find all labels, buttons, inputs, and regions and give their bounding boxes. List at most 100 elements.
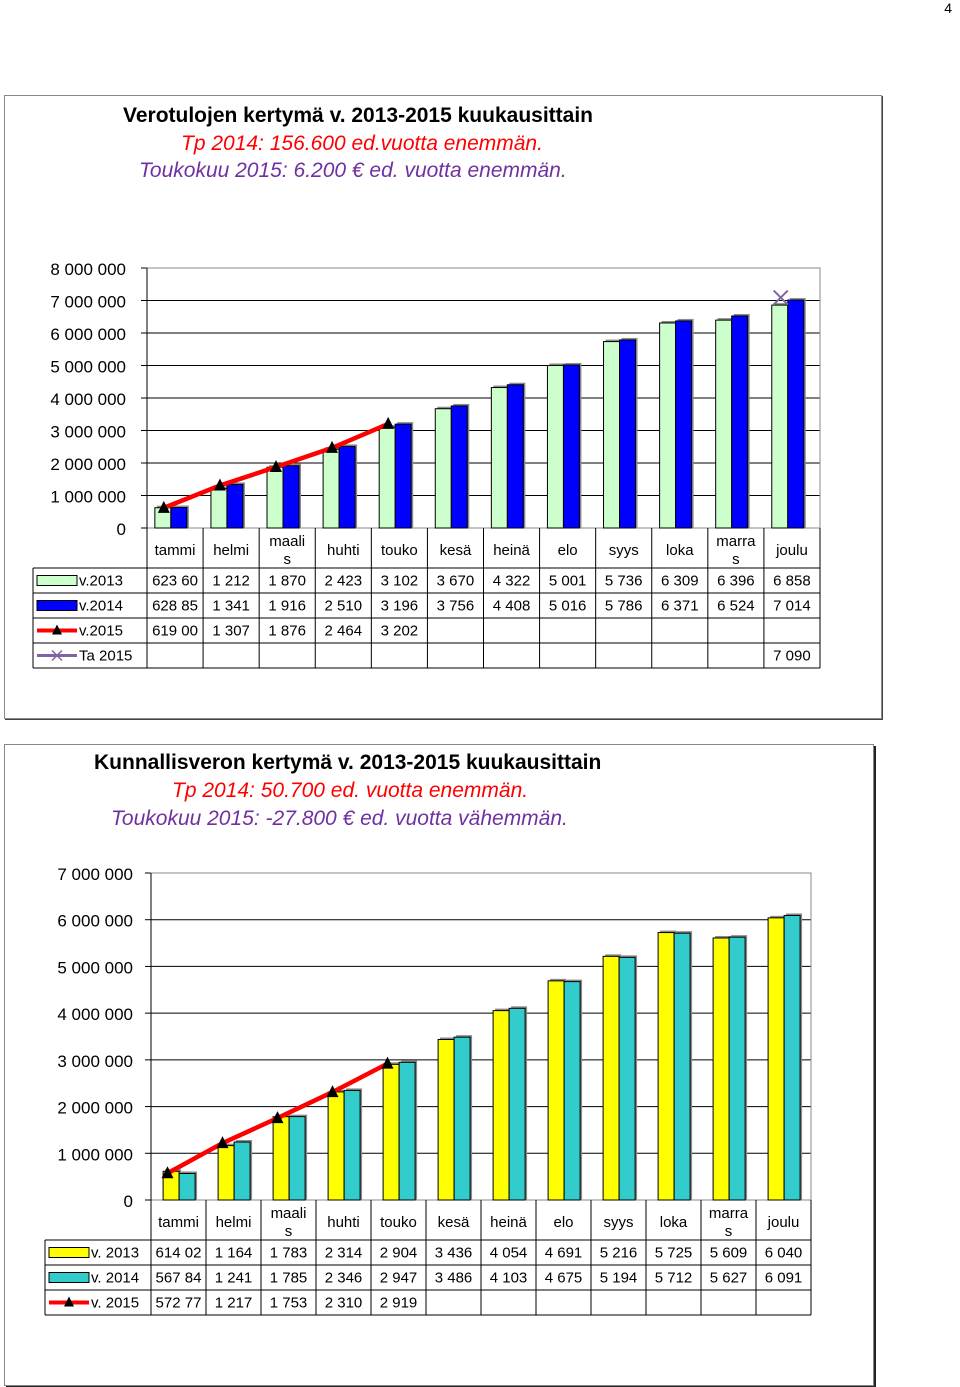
bar-v2014-8 <box>618 956 636 1201</box>
bar-v2013-6 <box>492 1010 510 1201</box>
y-tick-label: 1 000 000 <box>50 488 126 507</box>
bar-v2014-0 <box>178 1172 196 1201</box>
table-cell: 3 670 <box>437 573 475 590</box>
bar-v2013-9 <box>657 932 675 1201</box>
y-tick-label: 6 000 000 <box>50 325 126 344</box>
y-tick-label: 2 000 000 <box>50 455 126 474</box>
table-cell: 2 904 <box>380 1245 418 1262</box>
table-cell: 1 916 <box>268 598 306 615</box>
table-cell: 5 216 <box>600 1245 638 1262</box>
table-cell: 628 85 <box>152 598 198 615</box>
bar-v2013-6 <box>490 387 508 529</box>
table-cell: 6 524 <box>717 598 755 615</box>
table-cell: 6 091 <box>765 1270 803 1287</box>
table-cell: 1 241 <box>215 1270 253 1287</box>
bar-v2014-3 <box>343 1089 361 1201</box>
category-label: kesä <box>438 1214 470 1231</box>
table-cell: 4 675 <box>545 1270 583 1287</box>
bar-v2014-9 <box>675 320 693 529</box>
y-tick-label: 4 000 000 <box>57 1005 133 1024</box>
series-name: Ta 2015 <box>79 648 132 665</box>
table-cell: 5 016 <box>549 598 587 615</box>
series-name: v.2014 <box>79 598 123 615</box>
category-label: tammi <box>155 542 196 559</box>
bar-v2013-1 <box>210 488 228 529</box>
y-tick-label: 7 000 000 <box>50 293 126 312</box>
chart-subtitle-2: Toukokuu 2015: 6.200 € ed. vuotta enemmä… <box>139 159 567 182</box>
tax-revenue-chart-panel: Verotulojen kertymä v. 2013-2015 kuukaus… <box>4 95 882 719</box>
series-name: v. 2013 <box>91 1245 139 1262</box>
table-cell: 2 464 <box>325 623 363 640</box>
category-label: loka <box>660 1214 688 1231</box>
y-tick-label: 0 <box>124 1192 133 1211</box>
table-cell: 1 217 <box>215 1295 253 1312</box>
bar-v2013-11 <box>767 917 785 1201</box>
table-cell: 2 510 <box>325 598 363 615</box>
legend-key <box>48 1272 90 1283</box>
table-cell: 3 486 <box>435 1270 473 1287</box>
table-cell: 2 310 <box>325 1295 363 1312</box>
bar-v2013-2 <box>272 1116 290 1201</box>
legend-key <box>48 1247 90 1258</box>
category-label: kesä <box>440 542 472 559</box>
line-point-marker-4 <box>382 416 395 429</box>
table-cell: 1 341 <box>212 598 250 615</box>
table-cell: 6 858 <box>773 573 811 590</box>
table-cell: 4 103 <box>490 1270 528 1287</box>
line-point-marker-4 <box>381 1056 394 1069</box>
bar-v2013-8 <box>603 341 621 529</box>
target-x-marker <box>773 289 789 306</box>
chart-subtitle-1: Tp 2014: 50.700 ed. vuotta enemmän. <box>172 779 529 802</box>
table-cell: 5 712 <box>655 1270 693 1287</box>
series-name: v. 2014 <box>91 1270 139 1287</box>
category-label: tammi <box>158 1214 199 1231</box>
category-label: huhti <box>327 1214 360 1231</box>
table-cell: 3 756 <box>437 598 475 615</box>
bar-v2014-6 <box>506 384 524 529</box>
table-cell: 1 870 <box>268 573 306 590</box>
line-point-marker-0 <box>161 1166 174 1179</box>
y-tick-label: 5 000 000 <box>57 958 133 977</box>
bar-v2014-4 <box>394 423 412 529</box>
y-tick-label: 5 000 000 <box>50 358 126 377</box>
y-tick-label: 3 000 000 <box>50 423 126 442</box>
table-cell: 1 783 <box>270 1245 308 1262</box>
category-label: syys <box>609 542 639 559</box>
table-cell: 1 307 <box>212 623 250 640</box>
bar-v2014-10 <box>728 936 746 1201</box>
bar-v2014-2 <box>282 465 300 529</box>
category-label-line2: s <box>283 551 291 568</box>
category-label-line1: maali <box>271 1205 307 1222</box>
bar-v2013-5 <box>434 408 452 529</box>
category-label: huhti <box>327 542 360 559</box>
bar-v2013-2 <box>266 466 284 529</box>
table-cell: 4 054 <box>490 1245 528 1262</box>
table-cell: 2 314 <box>325 1245 363 1262</box>
table-cell: 5 725 <box>655 1245 693 1262</box>
bar-v2014-0 <box>170 507 188 529</box>
page-number: 4 <box>944 0 952 16</box>
chart-title: Kunnallisveron kertymä v. 2013-2015 kuuk… <box>94 751 602 774</box>
bar-v2013-4 <box>378 426 396 529</box>
legend-key-marker <box>52 624 62 635</box>
municipal-tax-chart-svg: 7 000 000 6 000 000 5 000 000 4 000 000 3 00… <box>44 865 812 1316</box>
table-cell: 567 84 <box>156 1270 202 1287</box>
bar-v2014-1 <box>226 483 244 529</box>
y-tick-label: 6 000 000 <box>57 912 133 931</box>
bar-v2013-8 <box>602 955 620 1201</box>
bar-v2014-1 <box>233 1141 251 1201</box>
bar-v2014-5 <box>450 405 468 529</box>
table-cell: 2 919 <box>380 1295 418 1312</box>
bar-v2014-9 <box>673 932 691 1201</box>
municipal-tax-chart-panel: Kunnallisveron kertymä v. 2013-2015 kuuk… <box>4 744 874 1386</box>
category-label: touko <box>381 542 418 559</box>
table-cell: 572 77 <box>156 1295 202 1312</box>
y-tick-label: 2 000 000 <box>57 1099 133 1118</box>
table-cell: 5 627 <box>710 1270 748 1287</box>
table-cell: 4 408 <box>493 598 531 615</box>
bar-v2014-7 <box>562 364 580 529</box>
bar-v2013-3 <box>322 448 340 529</box>
bar-v2013-10 <box>715 319 733 529</box>
bar-v2013-4 <box>382 1063 400 1201</box>
y-tick-label: 3 000 000 <box>57 1052 133 1071</box>
